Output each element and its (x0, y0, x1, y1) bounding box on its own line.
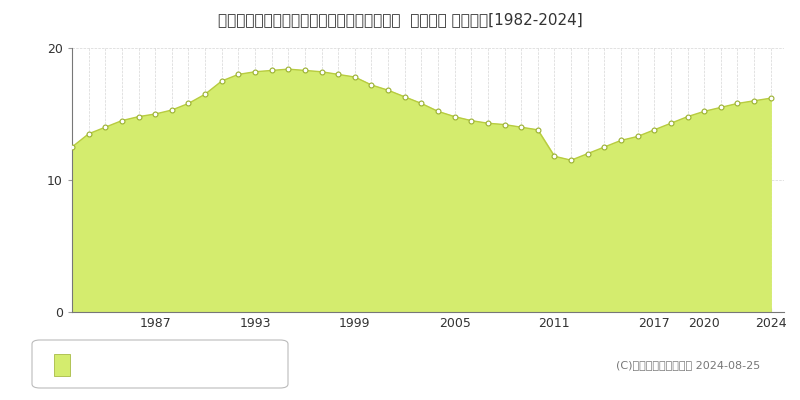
Text: (C)土地価格ドットコム 2024-08-25: (C)土地価格ドットコム 2024-08-25 (616, 360, 760, 370)
Text: 地価公示 平均坪単価(万円/坪): 地価公示 平均坪単価(万円/坪) (77, 358, 185, 371)
Text: 福島県いわき市平上荒川字砂屋戸１１７番４  地価公示 地価推移[1982-2024]: 福島県いわき市平上荒川字砂屋戸１１７番４ 地価公示 地価推移[1982-2024… (218, 12, 582, 27)
